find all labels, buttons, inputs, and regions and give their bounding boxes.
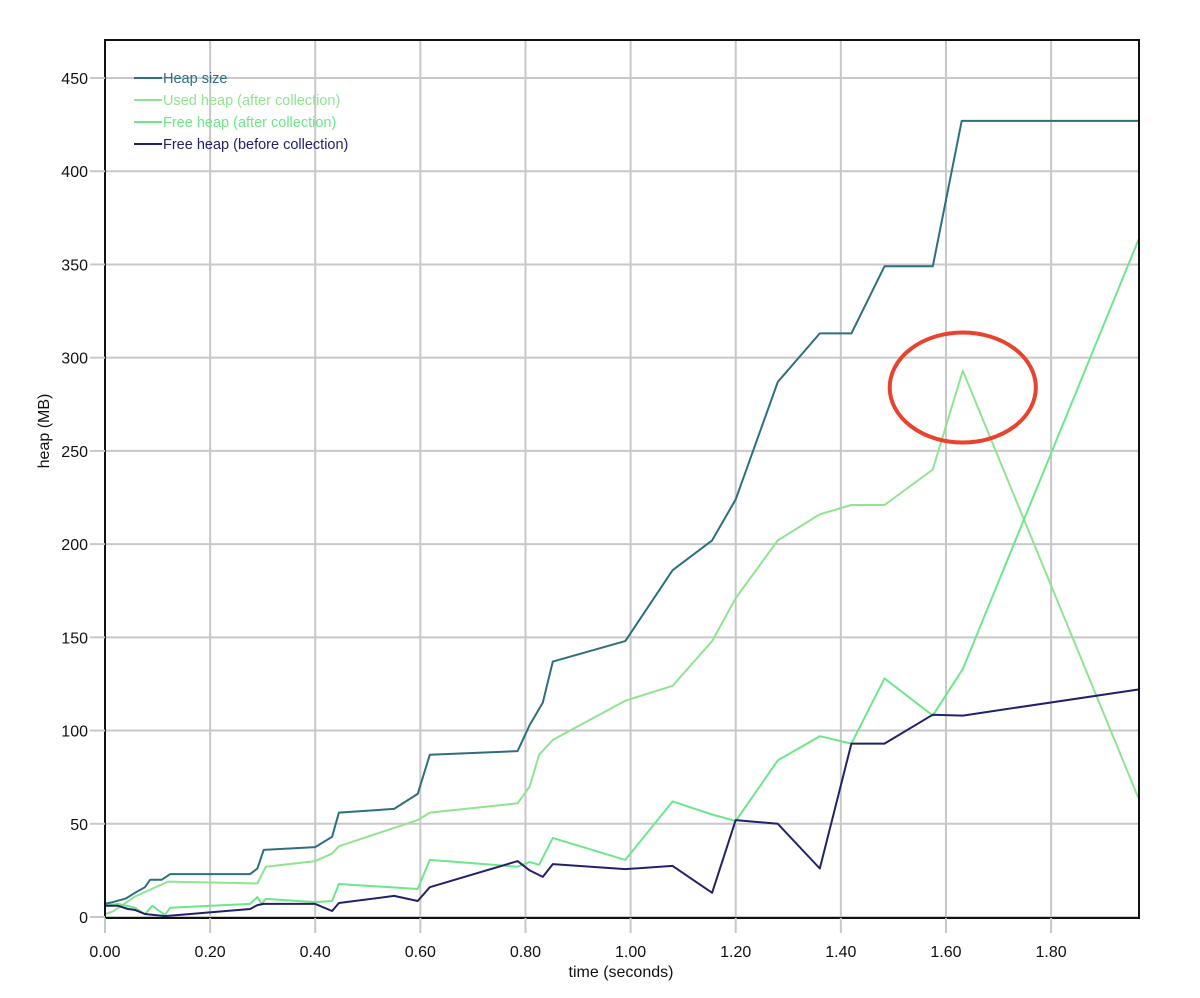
x-tick-label: 1.20 [720, 944, 751, 961]
y-tick-label: 450 [61, 71, 88, 88]
y-tick-label: 100 [61, 724, 88, 741]
x-tick-label: 1.60 [930, 944, 961, 961]
legend-label: Heap size [163, 71, 227, 87]
highlight-ellipse [887, 330, 1038, 445]
y-tick-label: 400 [61, 164, 88, 181]
y-axis-ticks: 0 50 100 150 200 250 300 350 400 450 [61, 71, 105, 927]
x-tick-label: 0.60 [405, 944, 436, 961]
legend-label: Free heap (after collection) [163, 115, 336, 131]
y-tick-label: 300 [61, 351, 88, 368]
grid-lines [104, 40, 1139, 918]
y-tick-label: 50 [70, 817, 88, 834]
y-tick-label: 0 [79, 910, 88, 927]
legend-item: Free heap (after collection) [134, 115, 336, 131]
y-tick-label: 150 [61, 630, 88, 647]
x-tick-label: 1.40 [825, 944, 856, 961]
x-axis-ticks: 0.00 0.20 0.40 0.60 0.80 1.00 1.20 1.40 1.60 1.80 [89, 918, 1067, 961]
x-axis-label: time (seconds) [569, 964, 674, 981]
x-tick-label: 0.20 [195, 944, 226, 961]
series-line-used-heap-after-collection [104, 369, 1140, 916]
legend: Heap size Used heap (after collection) Fre… [134, 71, 348, 153]
legend-item: Heap size [134, 71, 227, 87]
y-axis-label: heap (MB) [36, 394, 53, 469]
series-line-heap-size [104, 119, 1140, 905]
series-line-free-heap-before-collection [104, 688, 1140, 918]
annotation-layer [887, 330, 1038, 445]
y-tick-label: 350 [61, 257, 88, 274]
plot-frame [104, 39, 1140, 919]
series-lines [104, 119, 1140, 918]
x-tick-label: 0.40 [300, 944, 331, 961]
legend-label: Used heap (after collection) [163, 93, 340, 109]
x-tick-label: 0.00 [89, 944, 120, 961]
x-tick-label: 0.80 [510, 944, 541, 961]
legend-label: Free heap (before collection) [163, 137, 348, 153]
x-tick-label: 1.80 [1036, 944, 1067, 961]
x-tick-label: 1.00 [615, 944, 646, 961]
legend-item: Used heap (after collection) [134, 93, 340, 109]
series-line-free-heap-after-collection [104, 239, 1140, 917]
legend-item: Free heap (before collection) [134, 137, 348, 153]
y-tick-label: 250 [61, 444, 88, 461]
y-tick-label: 200 [61, 537, 88, 554]
